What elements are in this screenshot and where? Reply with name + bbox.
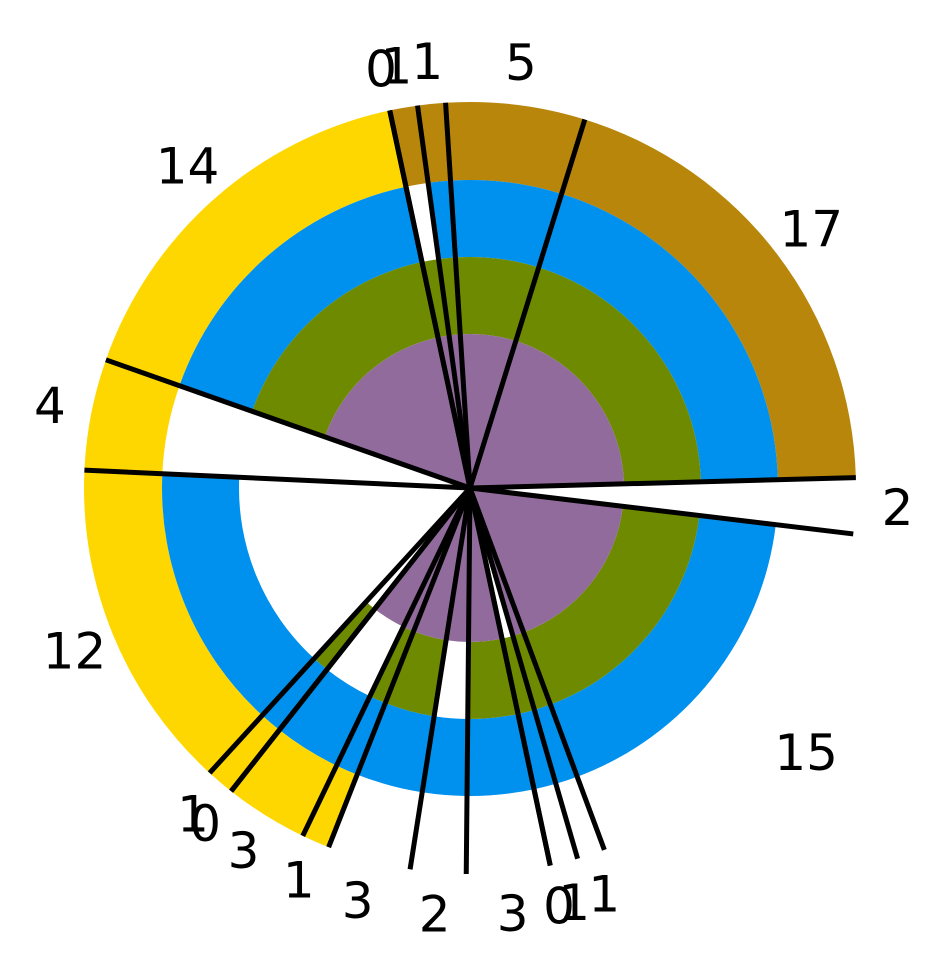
segment-label-7: 15 (774, 724, 838, 782)
ring-3-segment-20 (252, 262, 438, 437)
segment-label-20: 14 (156, 137, 220, 195)
segment-label-3: 1 (411, 33, 443, 91)
segment-dividers (84, 102, 856, 875)
divider-line-20 (105, 357, 471, 491)
divider-line-15 (300, 486, 473, 837)
divider-line-19 (84, 467, 471, 491)
ring-2-segment-9 (518, 709, 556, 790)
ring-1-segment-19 (84, 359, 180, 474)
divider-line-12 (463, 487, 473, 875)
ring-2-segment-13 (357, 702, 435, 793)
divider-line-3 (415, 105, 473, 489)
ring-4-segment-5 (470, 340, 624, 488)
chart-rings (83, 102, 856, 848)
ring-4-segment-15 (374, 488, 470, 627)
divider-line-9 (467, 487, 581, 860)
ring-3-segment-13 (385, 631, 447, 717)
ring-1-segment-17 (209, 715, 280, 792)
ring-1-segment-15 (231, 729, 337, 836)
ring-1-segment-5 (561, 119, 856, 480)
ring-3-segment-9 (502, 635, 535, 714)
segment-label-5: 17 (779, 201, 843, 259)
ring-3-segment-8 (512, 632, 551, 710)
segment-label-13: 3 (342, 872, 374, 930)
divider-line-5 (467, 118, 588, 489)
divider-line-14 (326, 487, 473, 849)
segment-label-4: 5 (505, 34, 537, 92)
segment-label-18: 12 (43, 623, 107, 681)
segment-label-12: 2 (419, 886, 451, 944)
ring-2-segment-12 (422, 716, 468, 796)
ring-1-segment-14 (302, 765, 358, 848)
ring-1-segment-18 (83, 470, 263, 773)
ring-3-segment-4 (455, 257, 539, 341)
ring-2-segment-20 (179, 186, 422, 412)
segment-label-19: 4 (34, 377, 66, 435)
segment-label-2: 1 (380, 37, 412, 95)
ring-3-segment-2 (421, 259, 450, 338)
ring-1-segment-20 (105, 110, 406, 386)
divider-line-17 (229, 486, 472, 793)
segment-label-1: 0 (365, 40, 397, 98)
divider-line-6 (469, 475, 856, 491)
divider-line-13 (407, 487, 473, 870)
segment-label-11: 3 (497, 885, 529, 943)
segment-label-8: 1 (588, 865, 620, 923)
segment-label-6: 2 (882, 479, 914, 537)
ring-2-segment-14 (336, 696, 386, 775)
ring-2-segment-17 (262, 658, 328, 730)
divider-line-7 (469, 485, 854, 537)
ring-2-segment-5 (538, 193, 778, 482)
ring-2-segment-11 (466, 713, 535, 796)
ring-2-segment-4 (450, 180, 562, 268)
segment-label-17: 1 (177, 785, 209, 843)
divider-line-11 (467, 487, 553, 867)
segment-label-15: 3 (228, 822, 260, 880)
ring-3-segment-7 (523, 506, 700, 705)
ring-4-segment-20 (324, 337, 470, 488)
ring-2-segment-7 (550, 515, 776, 777)
segment-label-9: 1 (558, 874, 590, 932)
ring-4-segment-4 (460, 334, 516, 488)
ring-1-segment-4 (445, 102, 585, 194)
ring-3-segment-14 (369, 626, 414, 703)
ring-2-segment-3 (428, 180, 456, 260)
ring-3-segment-5 (515, 267, 701, 484)
divider-line-4 (443, 102, 473, 489)
segment-label-14: 1 (283, 851, 315, 909)
ring-4-segment-7 (470, 488, 623, 633)
segment-label-16: 0 (189, 795, 221, 853)
divider-line-8 (467, 487, 607, 851)
ring-2-segment-18 (162, 473, 315, 716)
ring-2-segment-8 (534, 704, 578, 784)
divider-line-2 (387, 109, 473, 489)
ring-3-segment-17 (314, 601, 375, 670)
segment-label-10: 0 (543, 878, 575, 936)
divider-line-18 (207, 486, 472, 775)
